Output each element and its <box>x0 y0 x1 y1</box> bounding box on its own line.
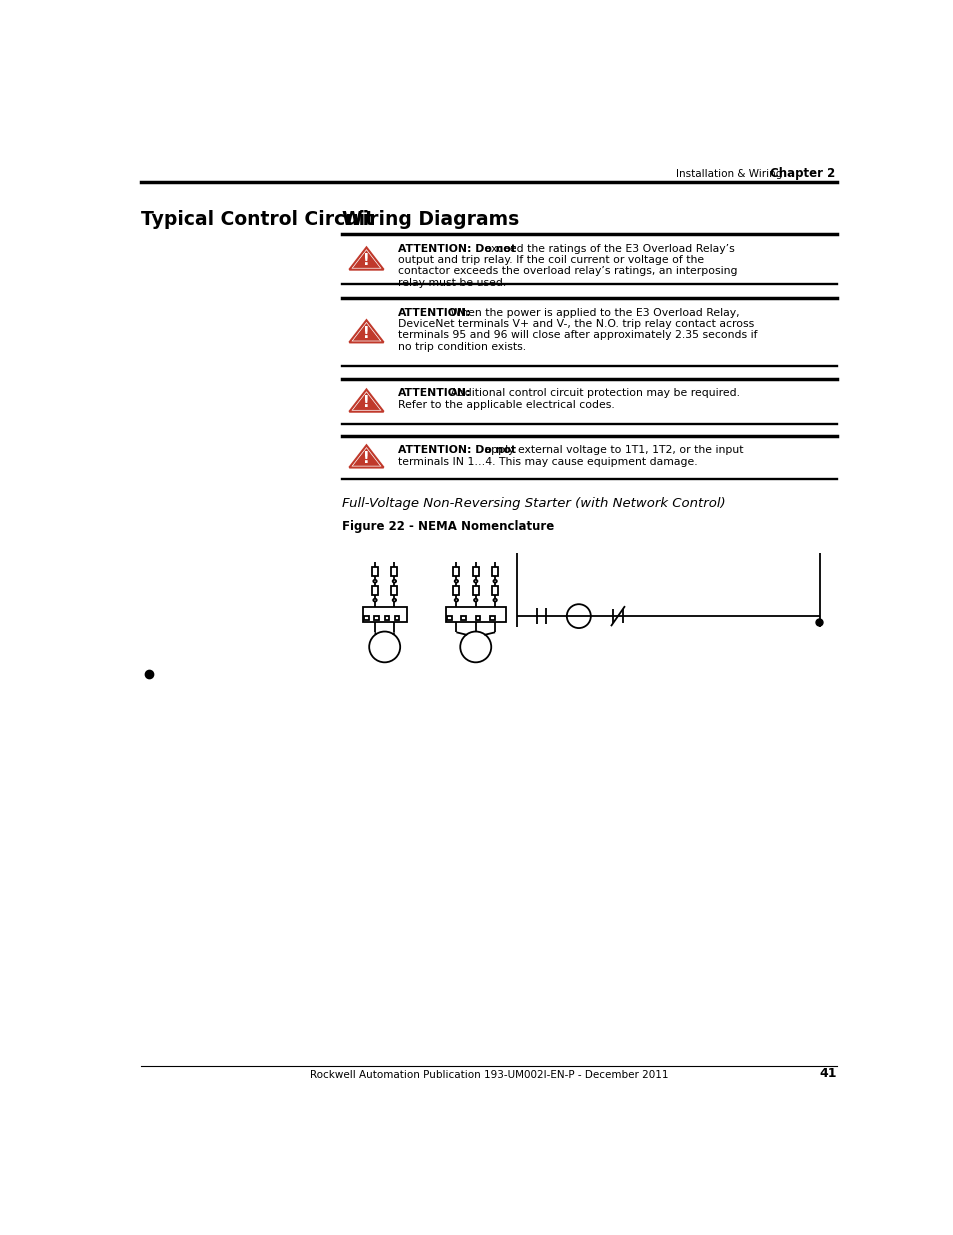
Text: exceed the ratings of the E3 Overload Relay’s: exceed the ratings of the E3 Overload Re… <box>480 243 734 253</box>
Bar <box>372 587 377 595</box>
Bar <box>384 616 389 620</box>
Text: Additional control circuit protection may be required.: Additional control circuit protection ma… <box>447 389 740 399</box>
Text: 41: 41 <box>819 1067 836 1079</box>
Text: Full-Voltage Non-Reversing Starter (with Network Control): Full-Voltage Non-Reversing Starter (with… <box>342 496 725 510</box>
Bar <box>391 567 396 577</box>
Text: Rockwell Automation Publication 193-UM002I-EN-P - December 2011: Rockwell Automation Publication 193-UM00… <box>310 1070 667 1079</box>
Text: ATTENTION:: ATTENTION: <box>397 308 471 317</box>
Text: Chapter 2: Chapter 2 <box>769 167 835 180</box>
Text: Figure 22 - NEMA Nomenclature: Figure 22 - NEMA Nomenclature <box>342 520 554 534</box>
Text: !: ! <box>363 326 370 341</box>
Bar <box>362 606 406 622</box>
Text: output and trip relay. If the coil current or voltage of the: output and trip relay. If the coil curre… <box>397 256 703 266</box>
Bar <box>364 616 368 620</box>
Text: contactor exceeds the overload relay’s ratings, an interposing: contactor exceeds the overload relay’s r… <box>397 267 737 277</box>
Text: DeviceNet terminals V+ and V-, the N.O. trip relay contact across: DeviceNet terminals V+ and V-, the N.O. … <box>397 319 754 329</box>
Bar <box>461 616 465 620</box>
Bar <box>372 567 377 577</box>
Text: !: ! <box>363 451 370 466</box>
Text: When the power is applied to the E3 Overload Relay,: When the power is applied to the E3 Over… <box>447 308 739 317</box>
Bar <box>476 616 479 620</box>
Bar <box>490 616 494 620</box>
Polygon shape <box>349 247 383 269</box>
Text: ATTENTION: Do not: ATTENTION: Do not <box>397 243 516 253</box>
Text: apply external voltage to 1T1, 1T2, or the input: apply external voltage to 1T1, 1T2, or t… <box>480 446 743 456</box>
Text: !: ! <box>363 395 370 410</box>
Text: ATTENTION:: ATTENTION: <box>397 389 471 399</box>
Text: relay must be used.: relay must be used. <box>397 278 506 288</box>
Bar <box>473 587 478 595</box>
Bar <box>374 616 378 620</box>
Bar <box>473 567 478 577</box>
Polygon shape <box>349 446 383 468</box>
Bar <box>447 616 451 620</box>
Bar <box>391 587 396 595</box>
Bar <box>453 567 458 577</box>
Text: no trip condition exists.: no trip condition exists. <box>397 342 526 352</box>
Text: Typical Control Circuit: Typical Control Circuit <box>141 210 374 228</box>
Bar <box>492 567 497 577</box>
Polygon shape <box>349 389 383 411</box>
Text: terminals 95 and 96 will close after approximately 2.35 seconds if: terminals 95 and 96 will close after app… <box>397 331 757 341</box>
Text: Installation & Wiring: Installation & Wiring <box>676 169 781 179</box>
Text: ATTENTION: Do not: ATTENTION: Do not <box>397 446 516 456</box>
Bar <box>453 587 458 595</box>
Bar <box>395 616 399 620</box>
Text: Refer to the applicable electrical codes.: Refer to the applicable electrical codes… <box>397 400 615 410</box>
Bar <box>445 606 505 622</box>
Text: Wiring Diagrams: Wiring Diagrams <box>342 210 519 228</box>
Bar <box>492 587 497 595</box>
Text: terminals IN 1…4. This may cause equipment damage.: terminals IN 1…4. This may cause equipme… <box>397 457 698 467</box>
Polygon shape <box>349 320 383 342</box>
Text: !: ! <box>363 253 370 268</box>
